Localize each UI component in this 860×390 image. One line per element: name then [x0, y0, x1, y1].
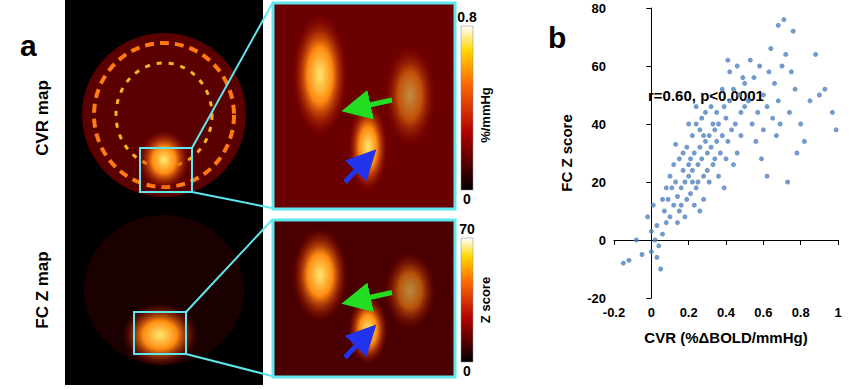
svg-text:-0.2: -0.2 — [603, 305, 625, 320]
svg-text:CVR map: CVR map — [33, 80, 52, 156]
svg-text:0.4: 0.4 — [717, 305, 736, 320]
svg-text:%/mmHg: %/mmHg — [478, 87, 493, 143]
svg-text:0: 0 — [463, 191, 471, 207]
svg-text:0.8: 0.8 — [792, 305, 810, 320]
svg-text:a: a — [20, 29, 37, 62]
svg-text:0.8: 0.8 — [457, 9, 477, 25]
svg-text:40: 40 — [592, 117, 606, 132]
svg-text:0: 0 — [599, 233, 606, 248]
svg-text:0.6: 0.6 — [754, 305, 772, 320]
svg-text:1: 1 — [834, 305, 841, 320]
svg-text:b: b — [548, 21, 566, 54]
svg-text:70: 70 — [459, 221, 475, 237]
svg-text:20: 20 — [592, 175, 606, 190]
svg-text:FC Z map: FC Z map — [33, 251, 52, 328]
svg-text:80: 80 — [592, 1, 606, 16]
svg-text:0: 0 — [648, 305, 655, 320]
svg-text:0: 0 — [463, 363, 471, 379]
svg-text:CVR (%ΔBOLD/mmHg): CVR (%ΔBOLD/mmHg) — [644, 329, 807, 346]
svg-text:60: 60 — [592, 59, 606, 74]
svg-text:r=0.60, p<0.0001: r=0.60, p<0.0001 — [648, 87, 764, 104]
svg-text:-20: -20 — [587, 291, 606, 306]
svg-text:0.2: 0.2 — [680, 305, 698, 320]
svg-text:FC Z score: FC Z score — [558, 114, 575, 192]
svg-text:Z score: Z score — [478, 277, 493, 323]
